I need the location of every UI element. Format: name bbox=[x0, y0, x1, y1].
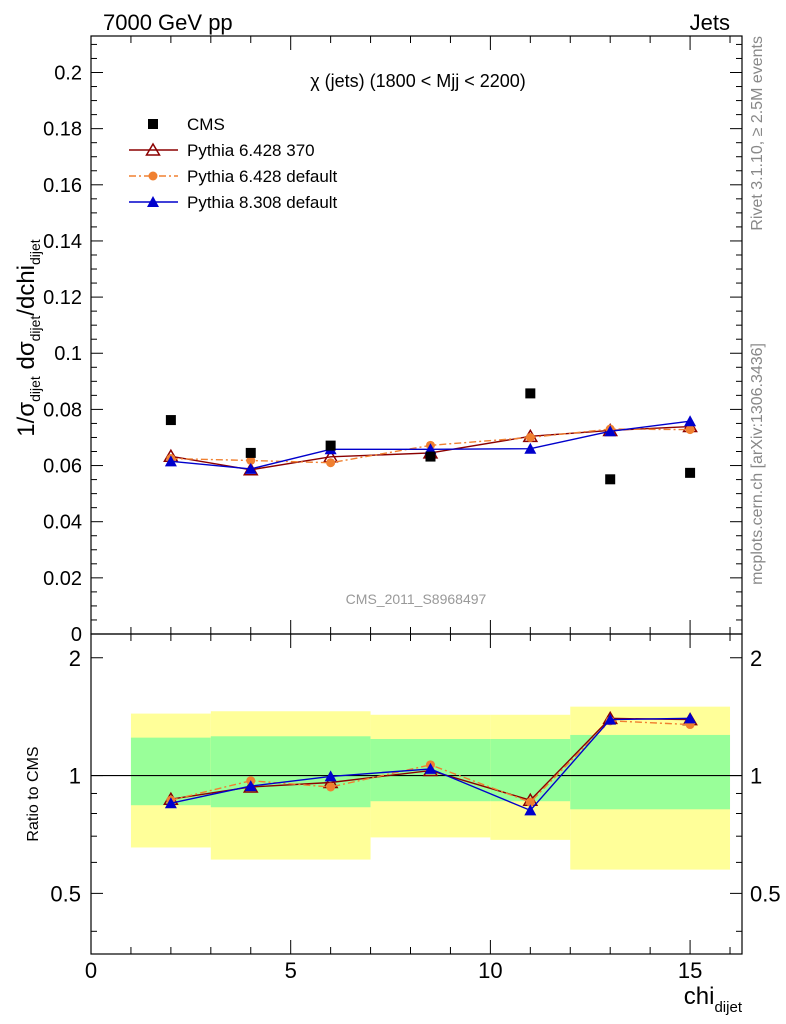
y-tick-label: 0.08 bbox=[43, 399, 82, 421]
header-right: Jets bbox=[690, 10, 730, 35]
x-axis-label: chidijet bbox=[684, 983, 743, 1016]
data-point bbox=[524, 804, 537, 816]
y-tick-label: 0.5 bbox=[750, 881, 781, 906]
data-point bbox=[525, 432, 535, 442]
y-tick-label: 0.1 bbox=[54, 343, 82, 365]
legend-marker bbox=[145, 142, 161, 156]
main-y-axis-label-text: 1/σdijet dσdijet/dchidijet bbox=[13, 239, 43, 437]
data-point bbox=[164, 797, 177, 809]
data-point bbox=[244, 462, 257, 474]
header-left: 7000 GeV pp bbox=[103, 10, 233, 35]
legend-label: Pythia 6.428 default bbox=[187, 167, 338, 186]
main-series-layer bbox=[163, 388, 698, 485]
data-point bbox=[165, 415, 176, 426]
legend-item: Pythia 6.428 default bbox=[129, 167, 338, 186]
y-tick-label: 0.02 bbox=[43, 568, 82, 590]
y-tick-label: 2 bbox=[69, 646, 81, 671]
legend-item: Pythia 8.308 default bbox=[129, 193, 338, 212]
y-tick-label: 0.12 bbox=[43, 287, 82, 309]
data-point bbox=[524, 442, 537, 454]
y-tick-label: 0.5 bbox=[50, 881, 81, 906]
data-point bbox=[424, 443, 437, 455]
y-tick-label: 0.06 bbox=[43, 456, 82, 478]
y-tick-label: 0 bbox=[71, 624, 82, 646]
data-point bbox=[244, 780, 257, 792]
data-point bbox=[326, 782, 336, 792]
uncertainty-band-green bbox=[210, 736, 371, 808]
data-point bbox=[164, 455, 177, 467]
uncertainty-band-green bbox=[490, 739, 571, 802]
uncertainty-band-green bbox=[570, 734, 731, 810]
data-point bbox=[604, 713, 617, 725]
y-tick-label: 1 bbox=[69, 764, 81, 789]
ratio-plot-frame bbox=[90, 633, 743, 955]
main-axes-ticks: 0 0.02 0.04 0.06 0.08 0.1 0.12 0.14 0.16 0.18 0.2 bbox=[43, 36, 742, 646]
ratio-y-axis-label: Ratio to CMS bbox=[25, 746, 42, 841]
ratio-axes-ticks: 0 5 10 15 0.5 0.5 1 1 2 2 bbox=[50, 634, 781, 983]
legend-marker bbox=[148, 171, 158, 181]
x-tick-label: 0 bbox=[85, 958, 97, 983]
legend-label: Pythia 8.308 default bbox=[187, 193, 338, 212]
watermark-label: CMS_2011_S8968497 bbox=[346, 591, 487, 607]
legend-label: Pythia 6.428 370 bbox=[187, 141, 315, 160]
data-point bbox=[605, 474, 616, 485]
data-point bbox=[245, 447, 256, 458]
data-point bbox=[425, 451, 436, 462]
data-point bbox=[246, 455, 256, 465]
data-point bbox=[604, 425, 617, 437]
rivet-label: Rivet 3.1.10, ≥ 2.5M events bbox=[749, 36, 766, 231]
y-tick-label: 0.16 bbox=[43, 175, 82, 197]
legend-item: Pythia 6.428 370 bbox=[129, 141, 315, 160]
data-point bbox=[525, 388, 536, 399]
data-point bbox=[326, 458, 336, 468]
data-point bbox=[424, 762, 437, 774]
legend: CMS Pythia 6.428 370 Pythia 6.428 default P… bbox=[129, 115, 338, 212]
data-point bbox=[684, 415, 697, 427]
x-tick-label: 5 bbox=[285, 958, 297, 983]
data-point bbox=[684, 712, 697, 724]
data-point bbox=[685, 467, 696, 478]
y-tick-label: 0.2 bbox=[54, 62, 82, 84]
main-title: χ (jets) (1800 < Mjj < 2200) bbox=[310, 71, 526, 91]
legend-marker bbox=[147, 196, 159, 207]
y-tick-label: 0.04 bbox=[43, 512, 82, 534]
x-tick-label: 10 bbox=[478, 958, 502, 983]
data-point bbox=[525, 797, 535, 807]
x-tick-label: 15 bbox=[678, 958, 702, 983]
ratio-panel: 0 5 10 15 0.5 0.5 1 1 2 2 Ratio to CMS chidijet bbox=[25, 633, 781, 1016]
legend-marker bbox=[148, 119, 158, 129]
legend-label: CMS bbox=[187, 115, 225, 134]
y-tick-label: 0.18 bbox=[43, 119, 82, 141]
data-point bbox=[325, 440, 336, 451]
y-tick-label: 0.14 bbox=[43, 231, 82, 253]
y-tick-label: 2 bbox=[750, 646, 762, 671]
x-axis-label-text: chidijet bbox=[684, 983, 743, 1016]
main-y-axis-label: 1/σdijet dσdijet/dchidijet bbox=[13, 239, 43, 437]
ratio-bands bbox=[130, 706, 731, 870]
data-point bbox=[685, 425, 695, 435]
mcplots-label: mcplots.cern.ch [arXiv:1306.3436] bbox=[749, 343, 766, 585]
y-tick-label: 1 bbox=[750, 764, 762, 789]
data-point bbox=[324, 770, 337, 782]
legend-item: CMS bbox=[148, 115, 225, 134]
ratio-series-layer bbox=[163, 710, 698, 816]
main-panel: 00.020.040.060.080.10.120.140.160.180.2 … bbox=[13, 35, 743, 646]
